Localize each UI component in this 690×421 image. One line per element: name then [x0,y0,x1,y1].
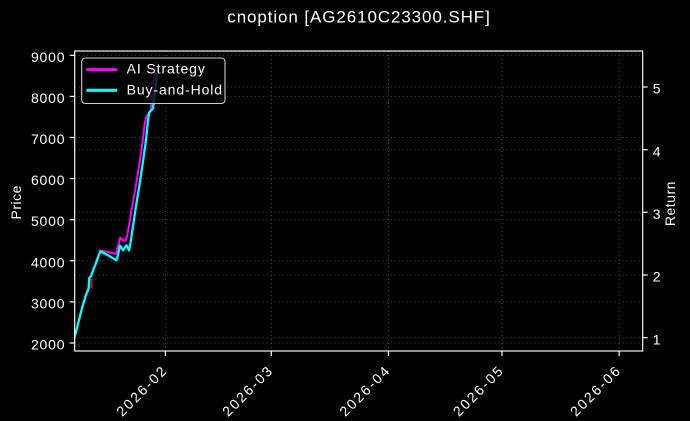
svg-text:6000: 6000 [31,172,65,188]
svg-text:3000: 3000 [31,295,65,311]
svg-text:9000: 9000 [31,49,65,65]
svg-text:5000: 5000 [31,213,65,229]
svg-text:2000: 2000 [31,337,65,353]
svg-text:4: 4 [653,143,662,159]
svg-text:2: 2 [653,269,662,285]
svg-text:cnoption [AG2610C23300.SHF]: cnoption [AG2610C23300.SHF] [227,8,490,27]
svg-text:Price: Price [8,185,24,219]
svg-text:7000: 7000 [31,131,65,147]
svg-text:Return: Return [662,181,678,226]
svg-text:3: 3 [653,206,662,222]
svg-text:Buy-and-Hold: Buy-and-Hold [127,82,223,98]
svg-text:4000: 4000 [31,254,65,270]
svg-text:1: 1 [653,331,662,347]
svg-text:AI Strategy: AI Strategy [127,61,206,77]
svg-text:8000: 8000 [31,90,65,106]
svg-text:5: 5 [653,81,662,97]
